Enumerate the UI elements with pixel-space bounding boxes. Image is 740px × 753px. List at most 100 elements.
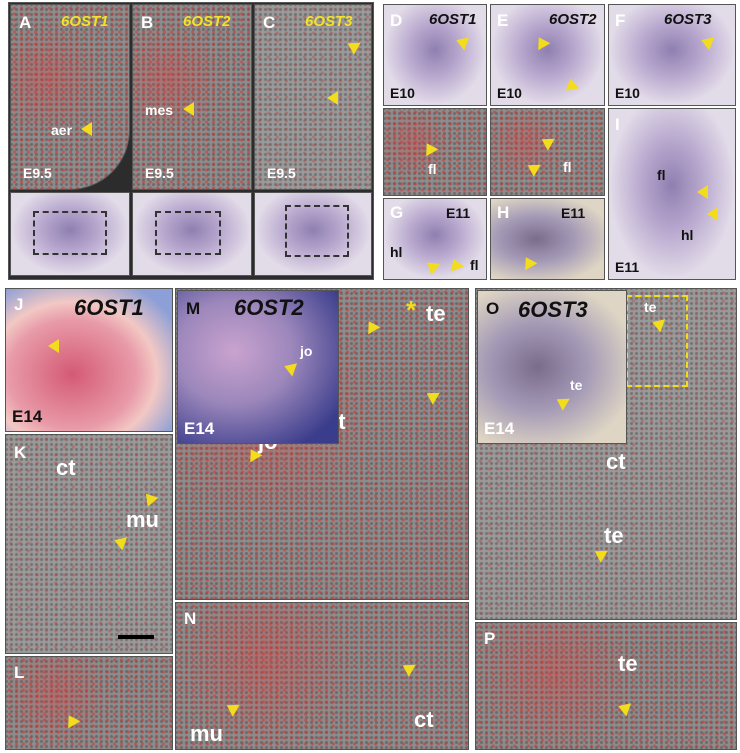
annotation: fl [470,257,479,273]
inset [132,192,252,276]
panel-letter: O [486,299,500,318]
arrowhead [553,393,570,411]
arrowhead [697,185,708,199]
arrowhead [111,533,128,551]
gene-label: 6OST1 [61,13,109,30]
arrowhead [538,133,555,151]
panel-letter: P [484,629,496,648]
arrowhead [399,659,416,677]
stage-label: E10 [615,85,640,101]
panel-letter: K [14,443,27,462]
panel-letter: M [186,299,201,318]
annotation: mu [190,721,223,746]
inset [254,192,372,276]
gene-label: 6OST2 [183,13,231,30]
panel-letter: B [141,13,154,32]
arrowhead [707,207,718,221]
arrowhead [563,77,580,91]
panel-letter: I [615,115,620,134]
gene-label: 6OST3 [305,13,353,30]
arrowhead [698,33,715,51]
panel-h: H E11 [490,198,605,280]
panel-letter: D [390,11,403,30]
panel-p: P te [475,622,737,750]
arrowhead [81,122,92,136]
annotation: te [604,523,624,548]
panel-n: N mu ct [175,602,469,750]
inset-o: O 6OST3 te E14 [477,290,627,444]
panel-letter: C [263,13,276,32]
panel-d: D 6OST1 E10 [383,4,487,106]
annotation: ct [56,455,76,480]
annotation: te [570,377,583,393]
stage-label: E11 [615,259,640,275]
arrowhead [183,102,194,116]
stage-label: E9.5 [267,165,296,181]
inset-m: M 6OST2 jo E14 [177,290,339,444]
inset [10,192,130,276]
panel-l: L [5,656,173,750]
arrowhead [422,257,441,275]
arrowhead [453,33,470,51]
annotation: fl [428,161,437,177]
gene-label: 6OST3 [664,11,712,28]
annotation: hl [390,244,403,260]
annotation: te [426,301,446,326]
stage-label: E11 [446,205,471,221]
stage-label: E9.5 [23,165,52,181]
panel-a: A 6OST1 aer E9.5 [10,4,130,190]
panel-i: I fl hl E11 [608,108,736,280]
annotation: ct [414,707,434,732]
stage-label: E14 [484,419,515,438]
stage-label: E11 [561,205,586,221]
panel-j: J 6OST1 E14 [5,288,173,432]
panel-letter: A [19,13,32,32]
arrowhead [62,711,81,729]
panel-k: K ct mu [5,434,173,654]
gene-label: 6OST2 [234,295,304,320]
annotation: fl [657,167,666,183]
panel-g: G E11 hl fl [383,198,487,280]
arrowhead [524,159,541,177]
annotation: fl [563,159,572,175]
panel-letter: J [14,295,24,314]
panel-d-section: fl [383,108,487,196]
arrowhead [532,33,551,51]
panel-letter: L [14,663,25,682]
gene-label: 6OST1 [429,11,477,28]
panel-c: C 6OST3 E9.5 [254,4,372,190]
arrowhead [327,91,338,105]
panel-e-section: fl [490,108,605,196]
panel-f: F 6OST3 E10 [608,4,736,106]
arrowhead [423,387,440,405]
arrowhead [362,317,381,335]
panel-letter: E [497,11,509,30]
annotation: ct [606,449,626,474]
annotation: mes [145,102,174,118]
panel-letter: F [615,11,626,30]
annotation: aer [51,122,73,138]
arrowhead [223,699,240,717]
stage-label: E10 [390,85,415,101]
panel-b: B 6OST2 mes E9.5 [132,4,252,190]
arrowhead [281,359,298,377]
panel-letter: G [390,203,404,222]
panel-letter: N [184,609,197,628]
annotation: mu [126,507,159,532]
stage-label: E9.5 [145,165,174,181]
arrowhead [447,256,464,272]
gene-label: 6OST1 [74,295,144,320]
arrowhead [615,699,632,717]
arrowhead [420,139,439,157]
annotation: te [618,651,638,676]
arrowhead [344,37,361,55]
annotation: jo [300,343,313,359]
arrowhead [519,253,538,271]
gene-label: 6OST2 [549,11,597,28]
asterisk: * [406,295,417,325]
stage-label: E10 [497,85,522,101]
arrowhead [140,489,159,507]
gene-label: 6OST3 [518,297,588,322]
panel-letter: H [497,203,510,222]
